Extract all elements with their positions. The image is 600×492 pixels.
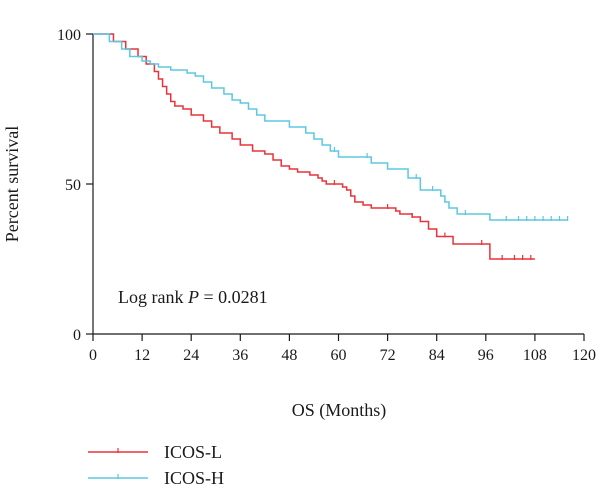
legend-label: ICOS-H — [164, 468, 224, 488]
x-tick-label: 24 — [183, 347, 199, 364]
annotation-prefix: Log rank — [118, 287, 188, 307]
x-tick-label: 108 — [523, 347, 547, 364]
x-axis-title: OS (Months) — [292, 400, 387, 421]
legend-item-icos-h: ICOS-H — [88, 468, 224, 488]
series-layer — [93, 33, 569, 260]
annotation-value: = 0.0281 — [199, 287, 268, 307]
series-icos-l — [93, 33, 535, 260]
y-tick-label: 50 — [65, 177, 81, 194]
x-tick-label: 84 — [429, 347, 445, 364]
y-tick-label: 0 — [73, 327, 81, 344]
axes: 0 50 100 0 12 24 36 48 60 72 84 96 108 120 — [57, 27, 596, 364]
survival-curve-icos-l — [93, 33, 535, 260]
annotation-p-symbol: P — [187, 287, 199, 307]
log-rank-annotation: Log rank P = 0.0281 — [118, 287, 268, 307]
x-tick-label: 0 — [89, 347, 97, 364]
survival-curve-icos-h — [93, 33, 568, 221]
series-icos-h — [93, 33, 569, 221]
x-tick-label: 120 — [572, 347, 596, 364]
x-tick-label: 72 — [380, 347, 396, 364]
x-tick-label: 48 — [281, 347, 297, 364]
x-tick-label: 36 — [232, 347, 248, 364]
y-axis-title: Percent survival — [2, 126, 22, 242]
legend: ICOS-L ICOS-H — [88, 442, 224, 488]
x-tick-label: 12 — [134, 347, 150, 364]
legend-label: ICOS-L — [164, 442, 222, 462]
x-tick-label: 96 — [478, 347, 494, 364]
x-tick-label: 60 — [331, 347, 347, 364]
y-tick-label: 100 — [57, 27, 81, 44]
legend-item-icos-l: ICOS-L — [88, 442, 222, 462]
